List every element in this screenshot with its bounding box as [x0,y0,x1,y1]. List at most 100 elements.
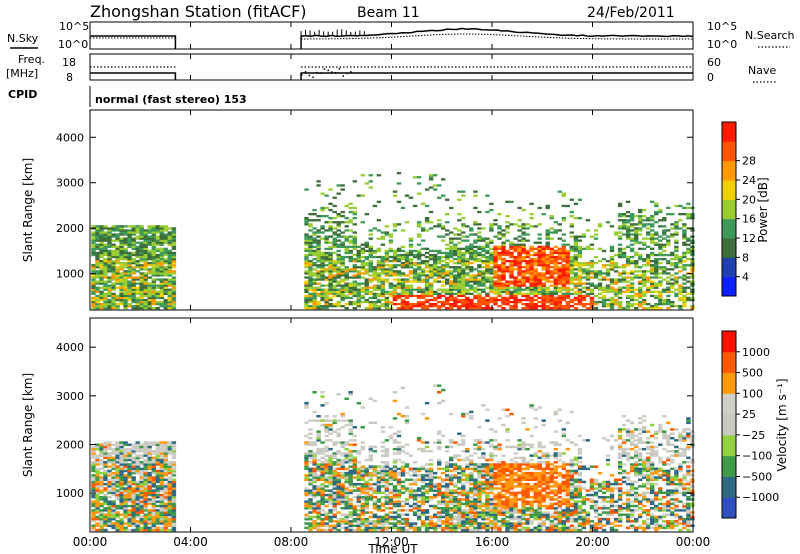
velocity-cell [352,456,357,460]
power-cell [91,239,96,242]
power-cell [308,253,313,257]
power-cell [549,276,554,279]
velocity-cell [312,480,317,484]
power-cell [99,253,104,257]
velocity-cell [392,467,398,471]
velocity-cell [376,487,382,490]
power-cell [424,255,430,259]
velocity-heatmap-cells [91,384,695,532]
power-cell [336,229,341,232]
power-cell [336,260,341,263]
power-cell [690,206,695,210]
power-cell [340,255,345,259]
power-cell [437,300,442,304]
velocity-cell [107,478,112,481]
velocity-cell [304,456,309,460]
power-cell [312,231,317,234]
power-cell [135,264,140,267]
power-cell [593,237,599,240]
power-cell [316,258,321,261]
velocity-cell [316,419,321,422]
power-cell [541,307,546,310]
power-cell [416,243,422,246]
power-cell [569,258,574,261]
power-cell [95,229,100,232]
power-cell [328,268,333,271]
power-cell [501,249,506,253]
velocity-cell [159,447,164,451]
velocity-cell [332,482,337,486]
power-cell [609,225,615,228]
power-cell [392,272,398,275]
power-cell [380,305,386,308]
power-cell [541,247,546,250]
power-cell [441,178,446,181]
power-cell [537,255,542,259]
power-cell [312,274,317,277]
velocity-cell [304,504,309,508]
power-cell [420,294,426,298]
power-cell [111,249,116,253]
power-cell [537,262,542,265]
velocity-cell [167,441,172,444]
velocity-cell [348,423,353,427]
power-cell [344,221,349,224]
power-cell [638,223,643,226]
velocity-cell [115,493,120,497]
power-cell [634,266,639,269]
power-cell [621,215,627,218]
velocity-cell [364,489,369,492]
power-cell [111,245,116,248]
power-cell [493,280,498,283]
power-cell [654,233,659,236]
power-cell [658,272,663,275]
velocity-cell [392,496,398,499]
power-cell [316,264,321,267]
power-cell [497,280,502,283]
power-cell [461,258,466,261]
power-cell [670,253,675,257]
power-cell [91,286,96,289]
velocity-cell [111,463,116,466]
velocity-cell [352,469,357,473]
power-cell [324,300,329,304]
velocity-cell [155,491,160,495]
power-cell [666,298,671,302]
power-cell [666,253,671,257]
power-cell [384,292,390,295]
velocity-cell [151,502,156,506]
power-cell [654,270,659,273]
power-cell [505,239,510,242]
power-cell [103,258,108,261]
velocity-cell [91,520,96,523]
power-cell [372,204,378,208]
power-cell [127,260,132,263]
power-cell [340,231,345,234]
velocity-cell [352,511,357,514]
velocity-cell [348,471,353,475]
velocity-cell [340,458,345,462]
power-cell [424,274,430,277]
power-cell [469,229,474,232]
power-cell [99,241,104,244]
power-cell [646,258,651,261]
power-cell [171,260,177,263]
power-cell [135,300,140,304]
velocity-cell [308,482,313,486]
velocity-cell [167,517,172,521]
power-cell [621,272,627,275]
power-cell [95,286,100,289]
power-cell [513,298,518,302]
power-colorbar-label: Power [dB] [756,177,770,242]
power-cell [650,251,655,255]
power-cell [304,241,309,244]
power-cell [163,258,168,261]
power-cell [690,276,695,279]
power-cell [151,249,156,253]
velocity-cell [111,471,116,475]
velocity-cell [127,465,132,468]
velocity-cell [400,467,406,471]
power-cell [147,296,152,300]
velocity-cell [340,513,345,516]
power-cell [416,294,422,298]
